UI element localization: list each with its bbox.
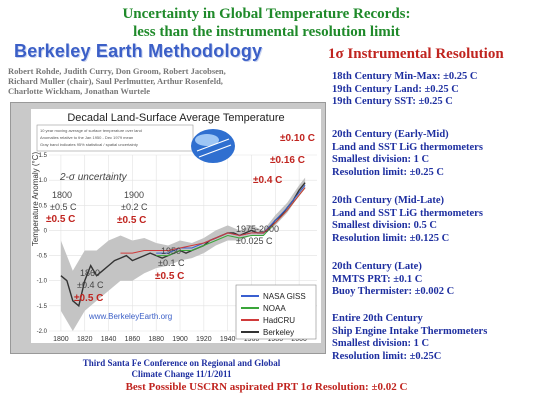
info-box xyxy=(36,124,194,152)
legend-label: Berkeley xyxy=(263,328,294,337)
y-tick-label: -2.0 xyxy=(37,329,48,335)
x-tick-label: 1960 xyxy=(244,336,260,343)
methodology-heading: Berkeley Earth Methodology xyxy=(14,41,263,61)
website-label: www.BerkeleyEarth.org xyxy=(88,312,172,321)
authors: Robert Rohde, Judith Curry, Don Groom, R… xyxy=(8,66,308,96)
footer-conference-date: Climate Change 11/1/2011 xyxy=(131,369,232,379)
block-entire-line: Ship Engine Intake Thermometers xyxy=(332,325,488,337)
block-mid-late-line: Land and SST LiG thermometers xyxy=(332,207,483,219)
x-tick-label: 1880 xyxy=(148,336,164,343)
info-line: 10 year moving average of surface temper… xyxy=(40,128,142,133)
y-tick-label: -1.0 xyxy=(37,279,48,285)
x-tick-label: 1920 xyxy=(196,336,212,343)
author-line: Richard Muller (chair), Saul Perlmutter,… xyxy=(8,76,223,86)
block-mid-late-title: 20th Century (Mid-Late) xyxy=(332,195,444,206)
x-tick-label: 2000 xyxy=(291,336,307,343)
y-tick-label: -1.5 xyxy=(37,304,48,310)
x-tick-label: 1900 xyxy=(172,336,188,343)
x-tick-label: 1980 xyxy=(268,336,284,343)
x-tick-label: 1820 xyxy=(77,336,93,343)
chart-panel: Decadal Land-Surface Average Temperature… xyxy=(31,109,321,343)
x-axis-ticks: 1800 1820 1840 1860 1880 1900 1920 1940 1960 1980… xyxy=(37,153,307,343)
info-line: Gray band indicates 95% statistical / sp… xyxy=(40,142,138,147)
y-axis-label: Temperature Anomaly (°C) xyxy=(31,151,40,246)
x-tick-label: 1940 xyxy=(220,336,236,343)
res-19th-land: 19th Century Land: ±0.25 C xyxy=(332,83,459,95)
block-early-mid-line: Land and SST LiG thermometers xyxy=(332,141,483,153)
chart-frame: Decadal Land-Surface Average Temperature… xyxy=(10,102,326,354)
block-late-line: Buoy Thermister: ±0.002 C xyxy=(332,286,455,297)
series-line-hadcru xyxy=(120,187,306,254)
y-tick-label: -0.5 xyxy=(37,254,48,260)
title-line-2: less than the instrumental resolution li… xyxy=(133,24,400,40)
block-early-mid-line: Smallest division: 1 C xyxy=(332,154,430,165)
y-tick-label: 1.0 xyxy=(39,178,48,184)
legend-label: HadCRU xyxy=(263,316,295,325)
block-early-mid-title: 20th Century (Early-Mid) xyxy=(332,129,449,140)
block-late-line: MMTS PRT: ±0.1 C xyxy=(332,273,423,285)
block-late-title: 20th Century (Late) xyxy=(332,261,422,272)
block-mid-late-line: Resolution limit: ±0.125 C xyxy=(332,232,450,244)
author-line: Robert Rohde, Judith Curry, Don Groom, R… xyxy=(8,66,226,76)
legend-label: NOAA xyxy=(263,304,286,313)
x-tick-label: 1840 xyxy=(101,336,117,343)
resolution-heading: 1σ Instrumental Resolution xyxy=(328,46,504,62)
series-lines xyxy=(60,182,306,308)
footer-best-resolution: Best Possible USCRN aspirated PRT 1σ Res… xyxy=(125,381,408,393)
uncertainty-band xyxy=(60,177,306,331)
legend: NASA GISS NOAA HadCRU Berkeley xyxy=(235,284,317,340)
chart-title: Decadal Land-Surface Average Temperature xyxy=(67,112,284,124)
block-mid-late-line: Smallest division: 0.5 C xyxy=(332,220,438,231)
block-entire-line: Smallest division: 1 C xyxy=(332,338,430,349)
info-line: Anomalies relative to the Jan 1950 - Dec… xyxy=(40,135,133,140)
y-tick-label: 0.5 xyxy=(39,203,48,209)
x-tick-label: 1860 xyxy=(125,336,141,343)
uncertainty-band-area xyxy=(60,177,306,331)
globe-icon xyxy=(191,129,235,163)
res-18th-century: 18th Century Min-Max: ±0.25 C xyxy=(332,71,478,82)
res-19th-sst: 19th Century SST: ±0.25 C xyxy=(332,96,453,107)
legend-items: NASA GISS NOAA HadCRU Berkeley xyxy=(241,292,306,337)
block-entire-title: Entire 20th Century xyxy=(332,313,423,324)
footer-conference: Third Santa Fe Conference on Regional an… xyxy=(82,358,281,368)
y-tick-label: 0 xyxy=(44,228,48,234)
title-line-1: Uncertainty in Global Temperature Record… xyxy=(122,6,411,22)
x-tick-label: 1800 xyxy=(53,336,69,343)
legend-box xyxy=(235,284,317,340)
block-early-mid-line: Resolution limit: ±0.25 C xyxy=(332,166,444,178)
author-line: Charlotte Wickham, Jonathan Wurtele xyxy=(8,86,150,96)
legend-label: NASA GISS xyxy=(263,292,306,301)
temperature-chart: Decadal Land-Surface Average Temperature… xyxy=(31,109,321,343)
block-entire-line: Resolution limit: ±0.25C xyxy=(332,350,442,362)
y-tick-label: 1.5 xyxy=(39,153,48,159)
